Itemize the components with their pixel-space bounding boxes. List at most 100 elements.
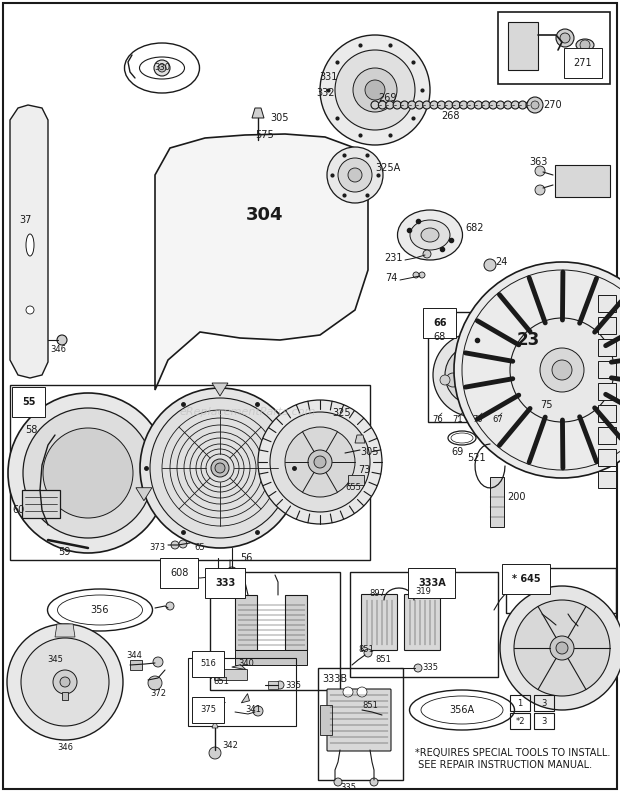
Circle shape	[430, 101, 438, 109]
Circle shape	[467, 101, 475, 109]
FancyBboxPatch shape	[555, 165, 610, 197]
Text: 342: 342	[222, 741, 238, 749]
Circle shape	[446, 373, 460, 387]
FancyBboxPatch shape	[235, 595, 257, 650]
Circle shape	[154, 60, 170, 76]
Polygon shape	[155, 134, 368, 390]
Polygon shape	[62, 692, 68, 700]
Circle shape	[527, 97, 543, 113]
Text: 346: 346	[50, 345, 66, 355]
FancyBboxPatch shape	[235, 650, 307, 665]
Circle shape	[314, 456, 326, 468]
Circle shape	[504, 101, 512, 109]
Circle shape	[270, 412, 370, 512]
Bar	[598, 471, 616, 488]
Circle shape	[440, 375, 450, 385]
Circle shape	[179, 540, 187, 548]
Circle shape	[148, 676, 162, 690]
Circle shape	[535, 185, 545, 195]
Circle shape	[43, 428, 133, 518]
Text: 521: 521	[467, 453, 486, 463]
Text: 682: 682	[465, 223, 484, 233]
FancyBboxPatch shape	[348, 475, 364, 485]
Polygon shape	[55, 624, 75, 637]
Text: 333: 333	[215, 578, 235, 588]
Circle shape	[489, 101, 497, 109]
Ellipse shape	[576, 39, 594, 51]
Text: 332: 332	[316, 88, 335, 98]
Text: 608: 608	[170, 568, 188, 578]
Polygon shape	[232, 664, 246, 669]
Circle shape	[209, 747, 221, 759]
Text: 335: 335	[285, 680, 301, 690]
FancyBboxPatch shape	[404, 595, 440, 650]
Text: 575: 575	[255, 130, 274, 140]
Text: 373: 373	[149, 543, 165, 553]
Text: 65: 65	[194, 543, 205, 553]
Bar	[598, 405, 616, 422]
Text: 58: 58	[25, 425, 38, 435]
Circle shape	[227, 567, 237, 577]
Circle shape	[7, 624, 123, 740]
Bar	[428, 312, 543, 422]
Circle shape	[348, 168, 362, 182]
Bar	[598, 339, 616, 356]
Text: 372: 372	[150, 688, 166, 698]
Bar	[598, 383, 616, 400]
Circle shape	[166, 602, 174, 610]
Circle shape	[353, 68, 397, 112]
Text: 304: 304	[246, 206, 284, 224]
Text: 325A: 325A	[375, 163, 401, 173]
Text: 69: 69	[452, 447, 464, 457]
Circle shape	[23, 408, 153, 538]
Circle shape	[365, 80, 385, 100]
Circle shape	[419, 272, 425, 278]
Circle shape	[482, 101, 490, 109]
Circle shape	[357, 687, 367, 697]
Circle shape	[550, 636, 574, 660]
Bar	[318, 668, 403, 780]
Text: 340: 340	[238, 660, 254, 668]
Circle shape	[415, 101, 423, 109]
Circle shape	[140, 388, 300, 548]
Circle shape	[285, 427, 355, 497]
Text: 375: 375	[200, 706, 216, 714]
Circle shape	[459, 101, 467, 109]
Circle shape	[53, 670, 77, 694]
Text: 333A: 333A	[418, 578, 446, 588]
Bar	[598, 295, 616, 312]
Text: 66: 66	[433, 318, 446, 328]
Circle shape	[26, 306, 34, 314]
Text: 346: 346	[57, 744, 73, 752]
Text: 319: 319	[415, 588, 431, 596]
Bar	[506, 568, 616, 613]
Text: 23: 23	[516, 331, 539, 349]
Circle shape	[8, 393, 168, 553]
Text: 74: 74	[386, 273, 398, 283]
FancyBboxPatch shape	[490, 477, 504, 527]
Bar	[598, 361, 616, 378]
Polygon shape	[252, 108, 264, 118]
Circle shape	[60, 677, 70, 687]
Circle shape	[423, 250, 431, 258]
FancyBboxPatch shape	[320, 705, 332, 735]
Circle shape	[158, 64, 166, 72]
Circle shape	[378, 101, 386, 109]
Text: 345: 345	[47, 656, 63, 664]
Circle shape	[526, 101, 534, 109]
FancyBboxPatch shape	[508, 22, 538, 70]
Polygon shape	[130, 660, 142, 670]
Circle shape	[21, 638, 109, 726]
Text: 335: 335	[340, 782, 356, 791]
Circle shape	[556, 29, 574, 47]
Text: 305: 305	[270, 113, 288, 123]
Circle shape	[370, 778, 378, 786]
Circle shape	[408, 101, 416, 109]
Text: 269: 269	[378, 93, 397, 103]
Circle shape	[334, 778, 342, 786]
Text: 655: 655	[345, 483, 361, 493]
Ellipse shape	[410, 220, 450, 250]
Circle shape	[413, 272, 419, 278]
Circle shape	[308, 450, 332, 474]
Bar	[510, 695, 530, 711]
